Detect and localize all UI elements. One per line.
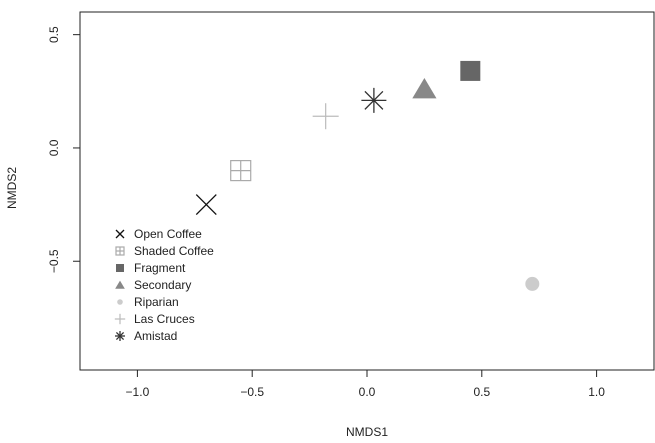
- x-tick-label: 0.0: [359, 385, 376, 399]
- legend-label-open-coffee: Open Coffee: [134, 227, 202, 241]
- y-tick-label: 0.0: [47, 139, 61, 156]
- y-tick-label: 0.5: [47, 26, 61, 43]
- legend-marker-las-cruces: [114, 313, 126, 325]
- legend-marker-riparian: [117, 299, 123, 305]
- point-shaded-coffee: [230, 160, 252, 182]
- x-tick-label: 0.5: [473, 385, 490, 399]
- x-axis-title: NMDS1: [346, 425, 388, 439]
- legend-label-shaded-coffee: Shaded Coffee: [134, 244, 214, 258]
- legend-label-riparian: Riparian: [134, 295, 179, 309]
- legend-label-las-cruces: Las Cruces: [134, 312, 195, 326]
- point-fragment: [460, 60, 481, 81]
- point-open-coffee: [195, 194, 217, 216]
- point-secondary: [412, 78, 437, 99]
- legend: Open Coffee Shaded Coffee Fragment Secondar…: [114, 227, 214, 343]
- x-tick-label: −0.5: [240, 385, 264, 399]
- x-tick-label: −1.0: [126, 385, 150, 399]
- point-amistad: [361, 87, 387, 113]
- legend-marker-shaded-coffee: [115, 246, 125, 256]
- y-tick-label: −0.5: [47, 249, 61, 273]
- point-riparian: [525, 276, 540, 291]
- legend-label-secondary: Secondary: [134, 278, 191, 292]
- legend-marker-amistad: [115, 331, 125, 341]
- data-points: [195, 60, 540, 291]
- legend-label-fragment: Fragment: [134, 261, 186, 275]
- point-las-cruces: [312, 103, 339, 130]
- axes: −1.0 −0.5 0.0 0.5 1.0 −0.5 0.0 0.5: [47, 11, 655, 399]
- legend-marker-open-coffee: [115, 229, 125, 239]
- legend-marker-fragment: [116, 264, 124, 272]
- x-tick-label: 1.0: [588, 385, 605, 399]
- y-axis-title: NMDS2: [5, 167, 19, 209]
- legend-marker-secondary: [115, 280, 125, 289]
- legend-label-amistad: Amistad: [134, 329, 177, 343]
